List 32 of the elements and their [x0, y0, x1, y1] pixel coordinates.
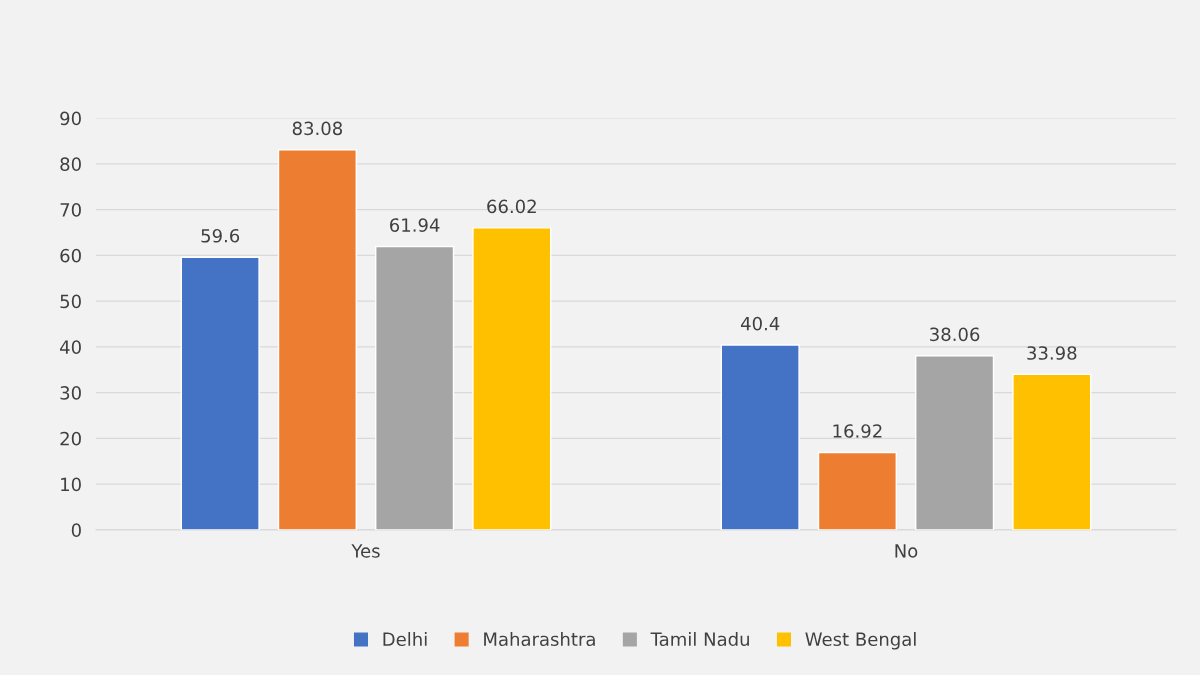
y-tick-label: 30	[60, 386, 81, 400]
bar	[277, 149, 357, 530]
data-label: 33.98	[1027, 346, 1077, 360]
data-label: 16.92	[833, 424, 882, 438]
data-label: 61.94	[390, 218, 440, 232]
y-tick-label: 10	[61, 477, 81, 492]
y-tick-label: 40	[60, 340, 81, 354]
y-tick-label: 50	[60, 294, 81, 309]
y-tick-label: 90	[60, 111, 81, 126]
y-tick-label: 70	[60, 203, 81, 217]
y-tick-label: 60	[60, 248, 81, 263]
data-label: 59.6	[201, 228, 240, 243]
y-tick-label: 80	[60, 157, 81, 171]
bar	[817, 451, 897, 530]
y-tick-label: 20	[60, 431, 81, 446]
bar	[1012, 373, 1092, 530]
data-label: 66.02	[487, 199, 536, 214]
bar	[915, 355, 995, 530]
bar	[720, 344, 800, 530]
bar	[375, 245, 455, 530]
data-label: 40.4	[740, 316, 780, 331]
data-label: 83.08	[292, 121, 343, 136]
legend-label: West Bengal	[805, 632, 916, 650]
legend-label: Maharashtra	[484, 632, 595, 646]
y-tick-label: 0	[71, 523, 81, 537]
legend-label: Tamil Nadu	[650, 632, 749, 646]
data-label: 38.06	[930, 327, 980, 342]
bar	[180, 256, 260, 530]
x-tick-label: Yes	[351, 544, 380, 558]
x-tick-label: No	[895, 544, 918, 558]
legend-label: Delhi	[383, 632, 427, 646]
bar	[472, 227, 552, 530]
